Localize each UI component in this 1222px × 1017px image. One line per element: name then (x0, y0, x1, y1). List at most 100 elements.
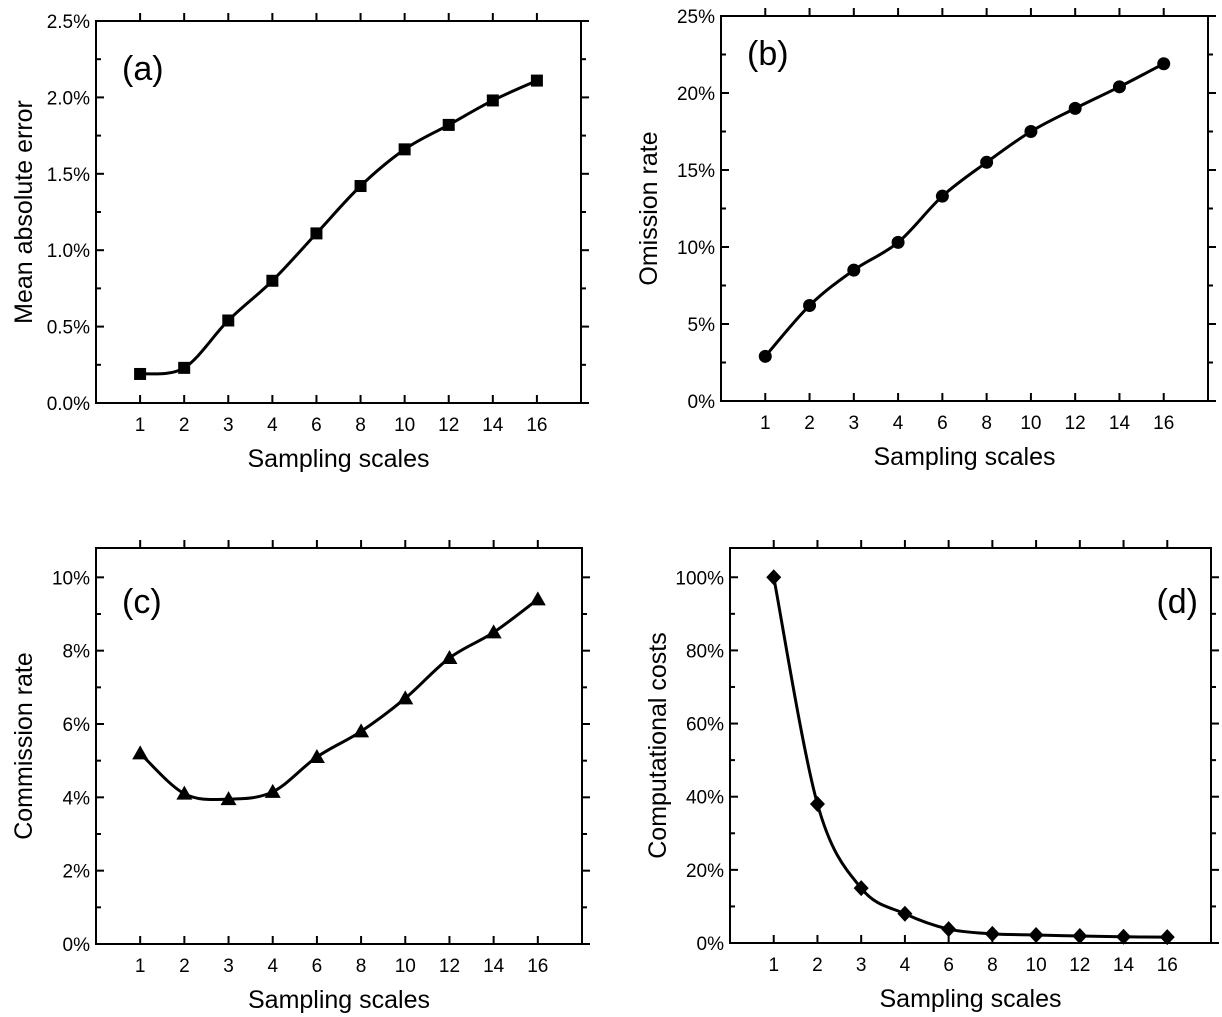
data-point-3-5 (984, 925, 1000, 942)
y-tick-label: 1.5% (47, 165, 90, 186)
y-tick-label: 2.0% (47, 88, 90, 109)
x-tick-label: 4 (900, 955, 911, 976)
x-tick-label: 14 (482, 415, 504, 436)
data-point-0-4 (310, 227, 323, 240)
data-point-0-5 (354, 180, 367, 193)
x-tick-label: 3 (849, 413, 860, 434)
data-point-1-6 (1024, 125, 1038, 138)
y-tick-label: 10% (677, 238, 715, 259)
x-tick-label: 2 (804, 413, 815, 434)
y-tick-label: 100% (675, 568, 724, 589)
data-point-2-9 (529, 591, 546, 606)
y-tick-label: 20% (686, 861, 724, 882)
data-point-2-3 (264, 783, 281, 798)
y-tick-label: 20% (677, 84, 715, 105)
data-point-3-1 (809, 796, 825, 813)
chart-panel-2: 1 2 3 4 6 8 10 12 14 160%2%4%6%8%10%Sampling scal… (10, 540, 590, 1014)
x-axis-title: Sampling scales (248, 986, 430, 1014)
x-tick-label: 10 (394, 415, 415, 436)
data-point-0-0 (134, 367, 147, 380)
x-tick-label: 14 (1113, 955, 1135, 976)
y-axis-title: Omission rate (635, 131, 663, 285)
data-point-0-7 (442, 118, 455, 131)
data-point-0-2 (222, 314, 235, 327)
y-tick-label: 0% (697, 934, 725, 955)
data-point-1-9 (1157, 57, 1171, 71)
x-tick-label: 2 (812, 955, 823, 976)
x-tick-label: 16 (1157, 955, 1178, 976)
y-axis-title: Mean absolute error (10, 100, 38, 324)
y-tick-label: 6% (63, 715, 91, 736)
x-tick-label: 16 (526, 415, 547, 436)
y-tick-label: 2% (63, 862, 91, 883)
x-tick-label: 8 (981, 413, 992, 434)
data-point-0-1 (178, 361, 191, 374)
x-tick-label: 10 (1020, 413, 1041, 434)
x-tick-label: 3 (223, 415, 234, 436)
data-point-2-0 (132, 745, 149, 760)
x-tick-label: 12 (438, 415, 459, 436)
y-tick-label: 5% (688, 315, 716, 336)
x-tick-label: 16 (1153, 413, 1174, 434)
x-tick-label: 1 (135, 956, 146, 977)
data-point-3-2 (853, 880, 869, 897)
data-point-0-6 (398, 143, 411, 156)
y-tick-label: 80% (686, 641, 724, 662)
chart-panel-3: 1 2 3 4 6 8 10 12 14 160%20%40%60%80%100%Sampling… (644, 540, 1219, 1013)
y-tick-label: 8% (63, 642, 91, 663)
x-tick-label: 6 (943, 955, 954, 976)
data-point-1-5 (980, 155, 994, 169)
y-tick-label: 0% (688, 392, 716, 413)
series-line (764, 62, 1165, 358)
y-tick-label: 4% (63, 788, 91, 809)
series-line (139, 79, 538, 376)
y-tick-label: 1.0% (47, 241, 90, 262)
data-point-3-7 (1072, 928, 1088, 945)
x-tick-label: 1 (760, 413, 771, 434)
data-point-3-8 (1116, 928, 1132, 945)
x-tick-label: 4 (267, 956, 278, 977)
plot-frame (720, 15, 1209, 402)
x-tick-label: 12 (1069, 955, 1090, 976)
x-tick-label: 1 (135, 415, 146, 436)
y-tick-label: 0.5% (47, 318, 90, 339)
x-tick-label: 4 (267, 415, 278, 436)
data-point-1-0 (758, 349, 772, 363)
x-axis-title: Sampling scales (879, 985, 1061, 1013)
data-point-1-8 (1112, 80, 1126, 94)
chart-panel-1: 1 2 3 4 6 8 10 12 14 160%5%10%15%20%25%Sampling s… (635, 7, 1216, 471)
x-tick-label: 4 (893, 413, 904, 434)
y-tick-label: 0.0% (47, 394, 90, 415)
x-tick-label: 10 (395, 956, 416, 977)
data-point-1-4 (935, 189, 949, 203)
y-tick-label: 60% (686, 715, 724, 736)
x-tick-label: 2 (179, 956, 190, 977)
data-point-2-7 (441, 650, 458, 664)
x-tick-label: 8 (987, 955, 998, 976)
x-tick-label: 2 (179, 415, 190, 436)
chart-panel-0: 1 2 3 4 6 8 10 12 14 160.0%0.5%1.0%1.5%2.0%2.5%Sa… (10, 12, 589, 473)
x-tick-label: 6 (311, 415, 322, 436)
data-point-2-2 (220, 791, 237, 806)
x-tick-label: 12 (439, 956, 460, 977)
panel-label: (a) (122, 50, 164, 88)
series-line (139, 598, 539, 802)
x-tick-label: 12 (1065, 413, 1086, 434)
data-point-0-9 (530, 74, 543, 87)
x-tick-label: 3 (223, 956, 234, 977)
data-point-1-3 (891, 235, 905, 249)
data-point-0-3 (266, 274, 279, 287)
y-tick-label: 0% (63, 935, 91, 956)
data-point-3-0 (766, 569, 782, 586)
x-tick-label: 8 (356, 956, 367, 977)
data-point-1-2 (847, 263, 861, 277)
series-line (772, 576, 1168, 939)
y-axis-title: Computational costs (644, 632, 672, 859)
x-tick-label: 6 (937, 413, 948, 434)
y-tick-label: 40% (686, 788, 724, 809)
data-point-3-6 (1028, 926, 1044, 943)
plot-frame (95, 547, 583, 945)
x-tick-label: 8 (355, 415, 366, 436)
x-tick-label: 16 (527, 956, 548, 977)
